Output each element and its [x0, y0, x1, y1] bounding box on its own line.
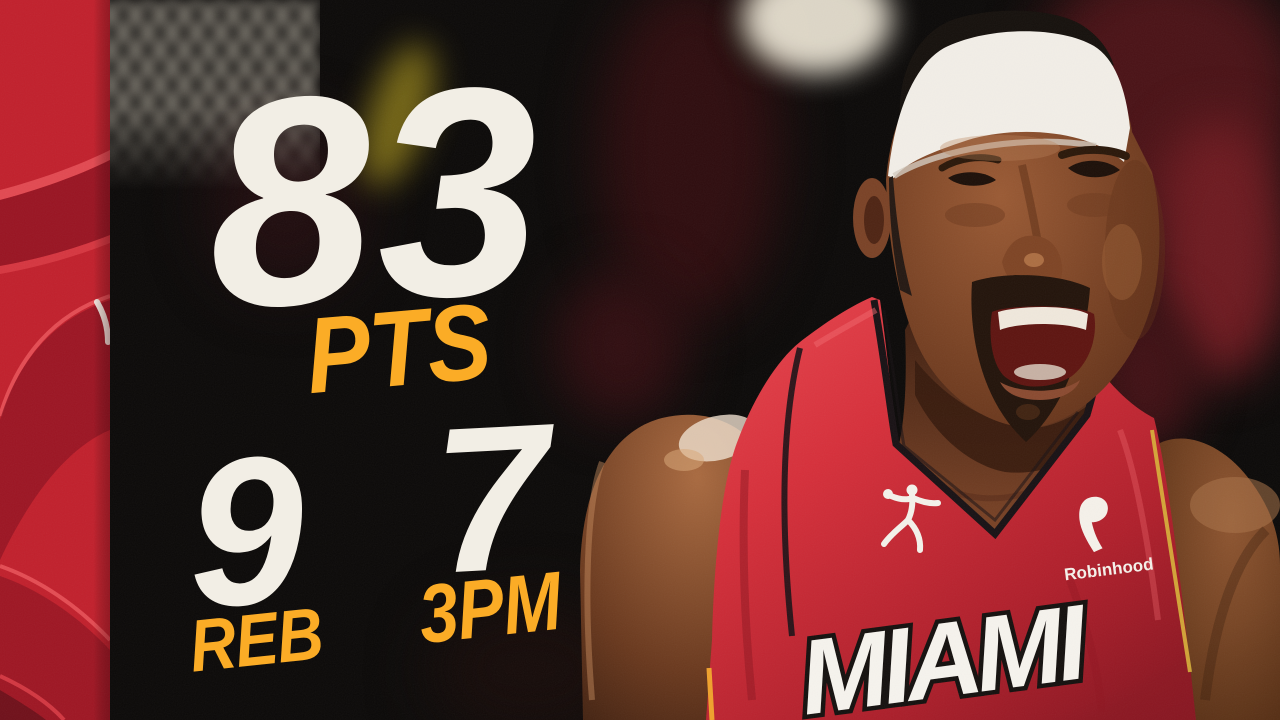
right-arm-highlight: [1190, 477, 1280, 533]
player-head: [853, 10, 1165, 442]
cheek-highlight-right: [1102, 224, 1142, 300]
side-gold-trim: [706, 667, 715, 720]
ear-inner: [864, 196, 884, 244]
forehead-sheen: [940, 135, 1060, 161]
shoulder-shine-3: [664, 449, 704, 471]
cheek-shade-right: [1067, 193, 1123, 217]
stat-rebounds-label: REB: [185, 591, 327, 688]
jumpman-arm-left: [888, 493, 912, 503]
chin-shine: [1016, 404, 1040, 420]
stat-threes-label: 3PM: [414, 554, 566, 661]
nose-highlight: [1024, 253, 1044, 267]
lower-teeth: [1014, 364, 1066, 380]
cheek-shade-left: [945, 203, 1005, 227]
